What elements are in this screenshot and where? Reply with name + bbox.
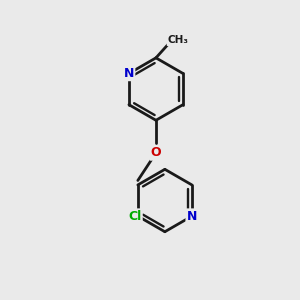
Text: O: O	[151, 146, 161, 160]
Text: N: N	[124, 67, 134, 80]
Text: CH₃: CH₃	[168, 35, 189, 45]
Text: N: N	[187, 210, 197, 223]
Text: Cl: Cl	[128, 210, 142, 223]
